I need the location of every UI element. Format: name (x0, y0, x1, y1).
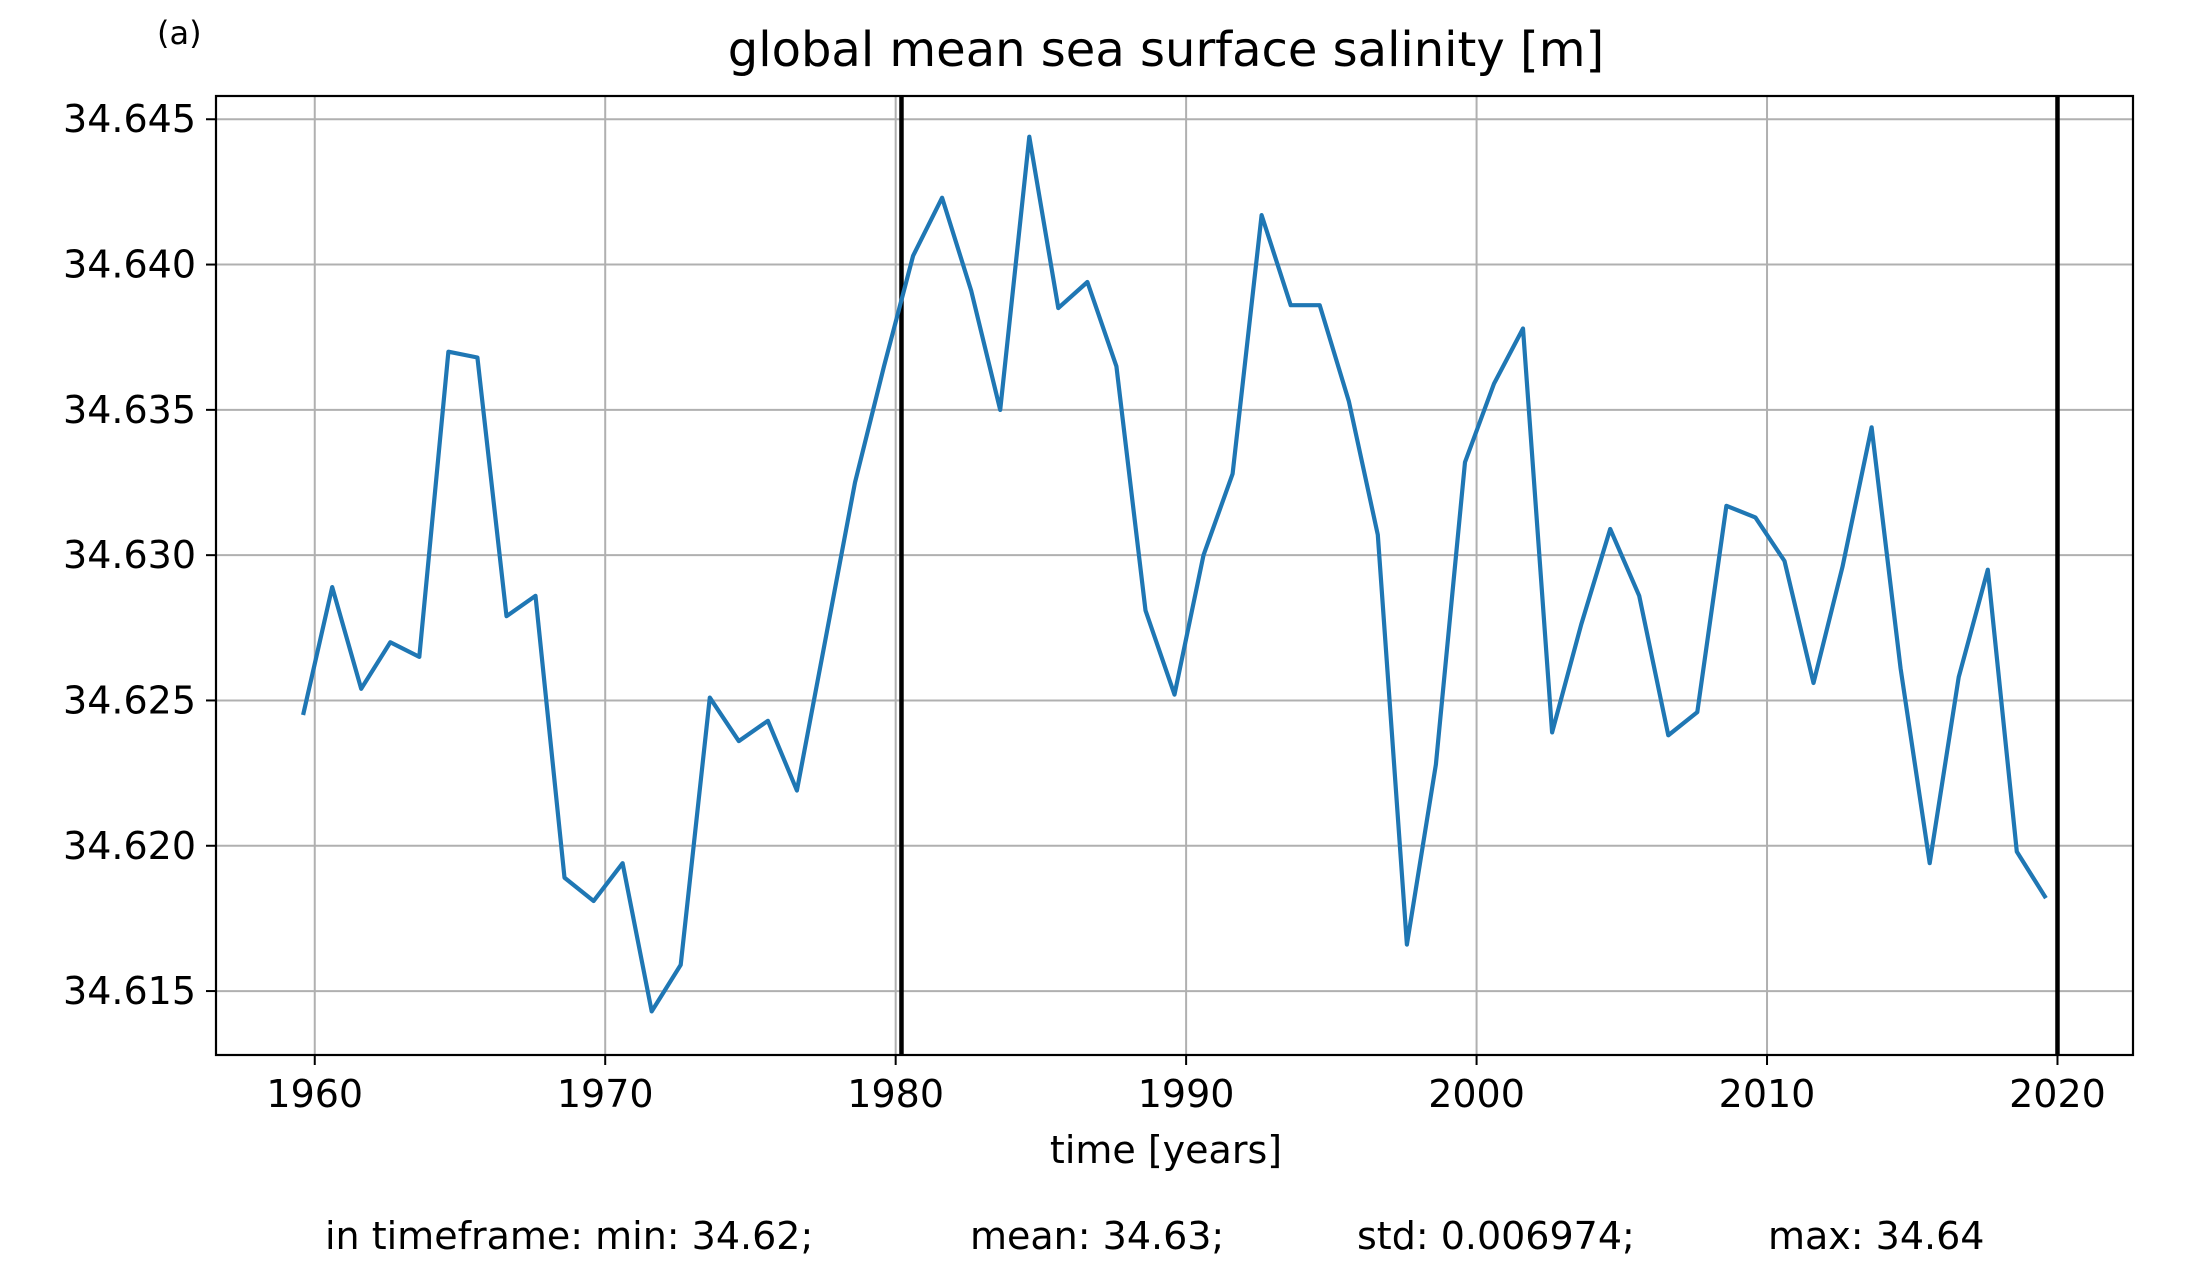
x-tick-label: 2010 (1719, 1072, 1816, 1116)
y-tick-label: 34.645 (63, 97, 196, 141)
y-axis: 34.615 34.620 34.625 34.630 34.635 34.640 34.6… (63, 97, 216, 1013)
grid-lines (216, 96, 2133, 1055)
y-tick-label: 34.630 (63, 533, 196, 577)
x-tick-label: 2020 (2009, 1072, 2106, 1116)
series-lines (301, 134, 2048, 1014)
plot-frame (214, 94, 2135, 1057)
x-tick-label: 1980 (847, 1072, 944, 1116)
y-tick-label: 34.640 (63, 243, 196, 287)
y-tick-label: 34.635 (63, 388, 196, 432)
stat-mean: mean: 34.63; (970, 1214, 1225, 1258)
stat-min: in timeframe: min: 34.62; (325, 1214, 814, 1258)
y-tick-label: 34.615 (63, 969, 196, 1013)
stat-max: max: 34.64 (1768, 1214, 1985, 1258)
x-tick-label: 1970 (557, 1072, 654, 1116)
x-tick-label: 2000 (1428, 1072, 1525, 1116)
x-tick-label: 1990 (1138, 1072, 1235, 1116)
x-tick-label: 1960 (266, 1072, 363, 1116)
x-axis: 1960 1970 1980 1990 2000 2010 2020 (266, 1055, 2106, 1116)
reference-lines (899, 96, 2060, 1055)
x-axis-label: time [years] (1050, 1128, 1282, 1172)
series-line (301, 134, 2048, 1014)
y-tick-label: 34.625 (63, 678, 196, 722)
panel-label: (a) (157, 14, 202, 52)
chart-title: global mean sea surface salinity [m] (728, 22, 1604, 78)
y-tick-label: 34.620 (63, 824, 196, 868)
stat-std: std: 0.006974; (1357, 1214, 1635, 1258)
